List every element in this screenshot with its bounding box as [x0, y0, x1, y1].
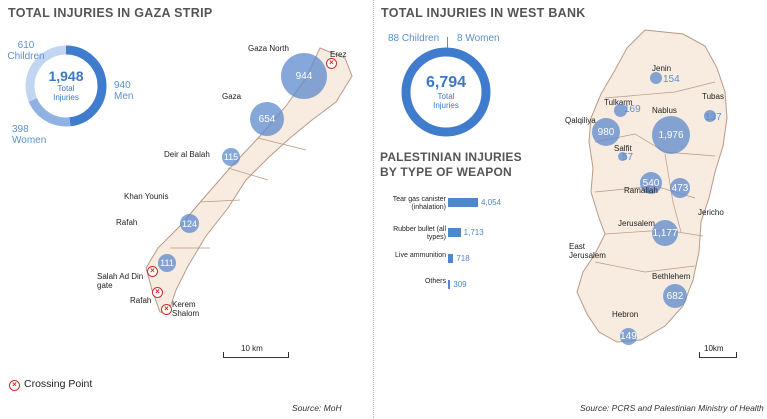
wb-value-jenin: 154 [663, 74, 680, 85]
label-salfit: Salfit [614, 144, 632, 153]
label-tubas: Tubas [702, 92, 724, 101]
label-khan-younis: Khan Younis [124, 192, 169, 201]
crossing-rafah-icon: × [152, 287, 163, 298]
wb-bubble-tubas [704, 110, 716, 122]
wb-bubble-ramallah: 540 [640, 172, 662, 194]
district-border [664, 153, 682, 233]
district-border [227, 167, 269, 181]
label-rafah-crossing: Rafah [130, 296, 152, 305]
weapon-value: 309 [453, 280, 467, 289]
weapon-value: 4,054 [481, 198, 502, 207]
label-gaza-north: Gaza North [248, 44, 289, 53]
weapon-label: Rubber bullet (all types) [393, 226, 446, 241]
westbank-total-number: 6,794 [425, 74, 467, 91]
gaza-title: TOTAL INJURIES IN GAZA STRIP [8, 6, 213, 20]
wb-bubble-hebron: 149 [620, 328, 637, 345]
label-deir-al-balah: Deir al Balah [164, 150, 210, 159]
gaza-children-label: 610 Children [7, 40, 45, 62]
weapon-bar [448, 198, 478, 207]
label-qalqiliya: Qalqiliya [565, 116, 596, 125]
weapon-chart-title-line1: PALESTINIAN INJURIES [380, 150, 522, 164]
westbank-total-label: Total Injuries [433, 92, 459, 110]
weapon-bar [448, 280, 451, 289]
weapon-label: Tear gas canister (inhalation) [392, 196, 446, 211]
weapon-chart-title-line2: BY TYPE OF WEAPON [380, 165, 512, 179]
wb-bubble-jericho: 473 [670, 178, 690, 198]
gaza-source: Source: MoH [292, 403, 342, 413]
label-gaza: Gaza [222, 92, 242, 101]
weapon-bar [448, 228, 461, 237]
district-border [257, 137, 307, 151]
gaza-bubble-khan-younis: 124 [180, 214, 199, 233]
legend-crossing-label: Crossing Point [24, 378, 93, 390]
label-bethlehem: Bethlehem [652, 272, 691, 281]
label-erez: Erez [330, 50, 347, 59]
gaza-bubble-gaza-north: 944 [281, 53, 327, 99]
wb-bubble-nablus: 1,976 [652, 116, 690, 154]
donut-segment-men [65, 45, 107, 127]
district-border [604, 81, 716, 99]
gaza-bubble-gaza: 654 [250, 102, 284, 136]
label-nablus: Nablus [652, 106, 677, 115]
label-ramallah: Ramallah [624, 186, 658, 195]
label-jerusalem: Jerusalem [618, 219, 655, 228]
district-border [199, 199, 241, 203]
district-border [594, 261, 696, 273]
gaza-bubble-deir-al-balah: 115 [222, 148, 240, 166]
gaza-men-label: 940 Men [114, 80, 134, 102]
label-hebron: Hebron [612, 310, 639, 319]
crossing-salah-ad-din-icon: × [147, 266, 158, 277]
weapon-bar [448, 254, 454, 263]
weapon-label: Live ammunition [395, 252, 446, 259]
westbank-scale-bar [699, 352, 737, 358]
gaza-scale-label: 10 km [241, 344, 263, 353]
westbank-title: TOTAL INJURIES IN WEST BANK [381, 6, 586, 20]
wb-bubble-qalqiliya: 980 [592, 118, 620, 146]
label-tulkarm: Tulkarm [604, 98, 633, 107]
donut-segment-women [28, 97, 71, 127]
gaza-total-label: Total Injuries [53, 84, 79, 102]
legend-crossing-icon: × [9, 380, 20, 391]
gaza-donut [25, 45, 107, 127]
wb-bubble-bethlehem: 682 [663, 284, 687, 308]
label-jericho: Jericho [698, 208, 724, 217]
wb-bubble-jenin [650, 72, 662, 84]
donut-segment-children [25, 45, 67, 102]
weapon-value: 718 [456, 254, 470, 263]
label-salah-ad-din-gate: Salah Ad Din gate [97, 272, 144, 290]
wb-bubble-salfit [618, 152, 627, 161]
wb-value-salfit: 57 [622, 152, 634, 163]
wb-bubble-jerusalem: 1,177 [652, 220, 678, 246]
gaza-strip-map [145, 47, 353, 315]
label-kerem-shalom: Kerem Shalom [172, 300, 200, 318]
wb-bubble-tulkarm [614, 104, 627, 117]
westbank-source: Source: PCRS and Palestinian Ministry of… [580, 403, 764, 413]
label-rafah-district: Rafah [116, 218, 138, 227]
gaza-bubble-rafah: 111 [158, 254, 176, 272]
wb-value-tulkarm: 169 [624, 104, 641, 115]
weapon-value: 1,713 [463, 228, 484, 237]
section-divider [373, 0, 374, 419]
westbank-scale-label: 10km [704, 344, 724, 353]
crossing-erez-icon: × [326, 58, 337, 69]
westbank-children-label: 88 Children [388, 33, 440, 44]
crossing-kerem-shalom-icon: × [161, 304, 172, 315]
gaza-total: 1,948 Total Injuries [30, 68, 102, 102]
westbank-women-label: 8 Women [457, 33, 500, 44]
westbank-split-tick [447, 37, 448, 49]
weapon-chart-title: PALESTINIAN INJURIES BY TYPE OF WEAPON [380, 150, 522, 180]
westbank-donut [401, 47, 491, 137]
gaza-scale-bar [223, 352, 289, 358]
label-jenin: Jenin [652, 64, 672, 73]
gaza-total-number: 1,948 [48, 68, 84, 84]
label-east-jerusalem: East Jerusalem [569, 242, 606, 260]
gaza-women-label: 398 Women [12, 124, 47, 146]
wb-value-tubas: 137 [705, 112, 722, 123]
weapon-label: Others [424, 278, 446, 285]
westbank-total: 6,794 Total Injuries [410, 74, 482, 110]
